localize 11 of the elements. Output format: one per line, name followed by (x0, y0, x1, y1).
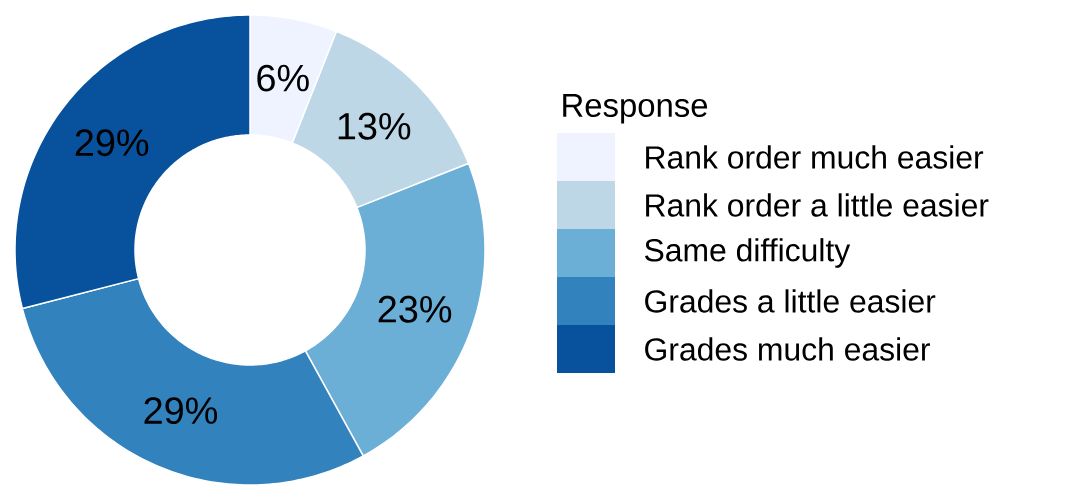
legend-label: Rank order much easier (646, 145, 984, 169)
legend-label: Grades much easier (645, 337, 930, 361)
data-label: 13% (338, 112, 411, 140)
data-label: 23% (378, 295, 452, 323)
legend-label: Rank order a little easier (646, 193, 989, 217)
data-label: 6% (257, 64, 309, 92)
legend-title: Response (563, 94, 708, 124)
legend-label: Grades a little easier (645, 289, 936, 313)
data-label: 29% (144, 397, 218, 425)
legend-label: Same difficulty (644, 238, 851, 268)
data-label: 29% (75, 129, 149, 157)
